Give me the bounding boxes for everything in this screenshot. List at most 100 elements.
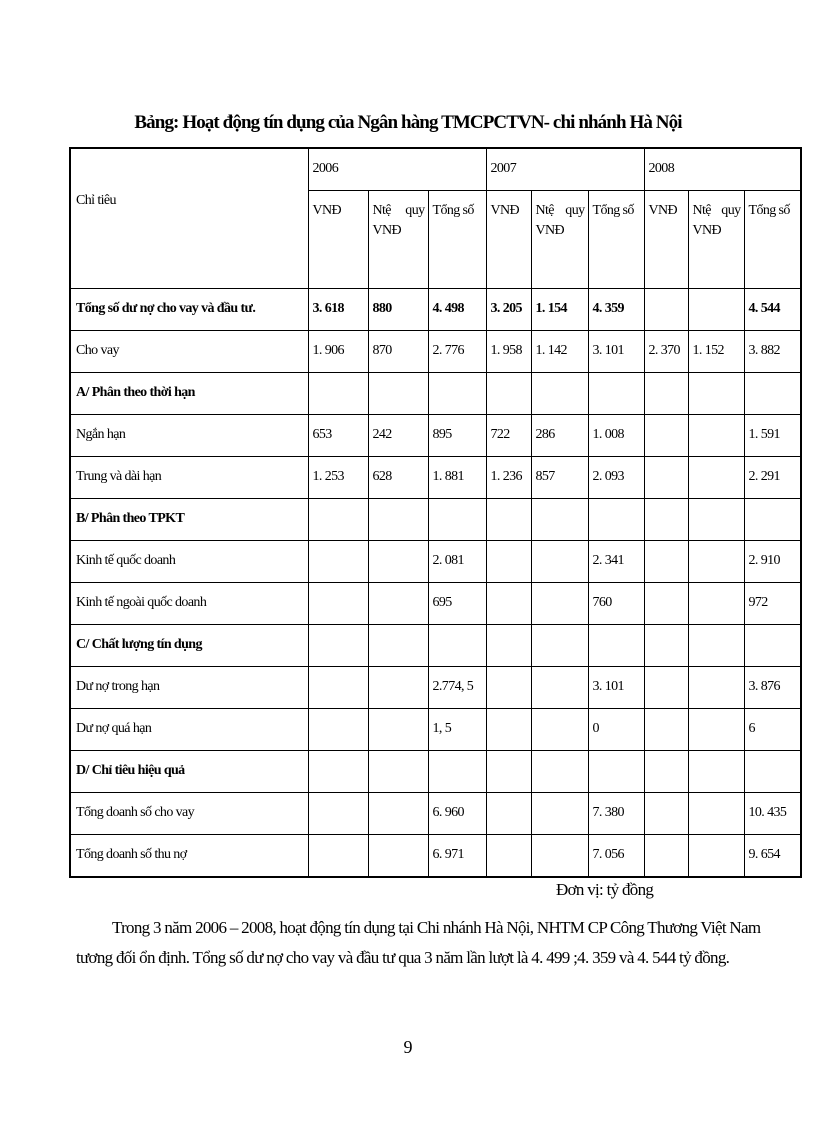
row-label: Kinh tế ngoài quốc doanh bbox=[69, 582, 309, 625]
value-cell bbox=[643, 582, 689, 625]
table-row: B/ Phân theo TPKT bbox=[69, 498, 802, 541]
value-cell: 1. 152 bbox=[687, 330, 745, 373]
value-cell bbox=[485, 792, 532, 835]
year-header: 2007 bbox=[485, 147, 645, 191]
value-cell bbox=[643, 624, 689, 667]
table-row: Dư nợ quá hạn 1, 5 0 6 bbox=[69, 708, 802, 751]
value-cell bbox=[367, 834, 429, 878]
header-row-years: Chỉ tiêu 2006 2007 2008 bbox=[69, 147, 802, 289]
value-cell: 870 bbox=[367, 330, 429, 373]
value-cell bbox=[485, 624, 532, 667]
value-cell: 7. 056 bbox=[587, 834, 645, 878]
value-cell: 760 bbox=[587, 582, 645, 625]
value-cell: 1. 591 bbox=[743, 414, 802, 457]
value-cell: 4. 359 bbox=[587, 288, 645, 331]
value-cell bbox=[687, 582, 745, 625]
value-cell: 880 bbox=[367, 288, 429, 331]
value-cell: 1. 958 bbox=[485, 330, 532, 373]
value-cell: 10. 435 bbox=[743, 792, 802, 835]
value-cell bbox=[643, 708, 689, 751]
value-cell bbox=[687, 498, 745, 541]
value-cell bbox=[743, 750, 802, 793]
value-cell bbox=[485, 708, 532, 751]
value-cell bbox=[530, 582, 589, 625]
value-cell: 3. 101 bbox=[587, 666, 645, 709]
table-row: Kinh tế quốc doanh 2. 081 2. 341 2. 910 bbox=[69, 540, 802, 583]
value-cell bbox=[427, 750, 487, 793]
subheader-cell: Ntệ quy VNĐ bbox=[530, 190, 589, 289]
year-header: 2008 bbox=[643, 147, 802, 191]
value-cell bbox=[530, 624, 589, 667]
value-cell bbox=[587, 750, 645, 793]
value-cell: 4. 544 bbox=[743, 288, 802, 331]
value-cell bbox=[307, 498, 369, 541]
value-cell bbox=[687, 834, 745, 878]
row-label: Kinh tế quốc doanh bbox=[69, 540, 309, 583]
value-cell bbox=[367, 372, 429, 415]
subheader-cell: VNĐ bbox=[485, 190, 532, 289]
value-cell bbox=[743, 624, 802, 667]
value-cell: 1. 253 bbox=[307, 456, 369, 499]
value-cell bbox=[643, 414, 689, 457]
value-cell bbox=[643, 372, 689, 415]
value-cell: 857 bbox=[530, 456, 589, 499]
table-row: Tổng doanh số thu nợ 6. 971 7. 056 9. 654 bbox=[69, 834, 802, 878]
value-cell: 695 bbox=[427, 582, 487, 625]
value-cell bbox=[367, 624, 429, 667]
value-cell bbox=[530, 372, 589, 415]
value-cell: 9. 654 bbox=[743, 834, 802, 878]
value-cell bbox=[307, 708, 369, 751]
value-cell bbox=[687, 414, 745, 457]
value-cell bbox=[485, 540, 532, 583]
value-cell: 1. 154 bbox=[530, 288, 589, 331]
value-cell bbox=[530, 792, 589, 835]
paragraph-line-2: tương đối ổn định. Tổng số dư nợ cho vay… bbox=[76, 948, 730, 967]
value-cell bbox=[427, 372, 487, 415]
row-label: Tổng doanh số thu nợ bbox=[69, 834, 309, 878]
value-cell bbox=[743, 372, 802, 415]
value-cell bbox=[587, 372, 645, 415]
row-label: Cho vay bbox=[69, 330, 309, 373]
value-cell: 972 bbox=[743, 582, 802, 625]
value-cell bbox=[485, 750, 532, 793]
value-cell bbox=[687, 750, 745, 793]
table-row: C/ Chất lượng tín dụng bbox=[69, 624, 802, 667]
year-header: 2006 bbox=[307, 147, 487, 191]
value-cell: 6. 971 bbox=[427, 834, 487, 878]
value-cell: 3. 618 bbox=[307, 288, 369, 331]
value-cell: 3. 101 bbox=[587, 330, 645, 373]
value-cell bbox=[687, 288, 745, 331]
value-cell bbox=[307, 750, 369, 793]
value-cell: 3. 882 bbox=[743, 330, 802, 373]
value-cell: 1. 906 bbox=[307, 330, 369, 373]
table-row: Tổng doanh số cho vay 6. 960 7. 380 10. 435 bbox=[69, 792, 802, 835]
subheader-cell: VNĐ bbox=[643, 190, 689, 289]
value-cell bbox=[485, 582, 532, 625]
subheader-cell: Ntệ quy VNĐ bbox=[367, 190, 429, 289]
value-cell bbox=[367, 708, 429, 751]
page-number: 9 bbox=[403, 1037, 413, 1057]
value-cell bbox=[307, 834, 369, 878]
row-label: Tổng doanh số cho vay bbox=[69, 792, 309, 835]
value-cell bbox=[530, 666, 589, 709]
row-label: B/ Phân theo TPKT bbox=[69, 498, 309, 541]
table-row: Trung và dài hạn 1. 253 628 1. 881 1. 236 857… bbox=[69, 456, 802, 499]
value-cell bbox=[687, 708, 745, 751]
value-cell bbox=[530, 540, 589, 583]
value-cell: 286 bbox=[530, 414, 589, 457]
row-label: Dư nợ trong hạn bbox=[69, 666, 309, 709]
value-cell: 1, 5 bbox=[427, 708, 487, 751]
value-cell: 3. 205 bbox=[485, 288, 532, 331]
value-cell bbox=[643, 540, 689, 583]
value-cell bbox=[643, 456, 689, 499]
value-cell: 6. 960 bbox=[427, 792, 487, 835]
value-cell: 1. 881 bbox=[427, 456, 487, 499]
value-cell bbox=[687, 624, 745, 667]
subheader-cell: Tổng số bbox=[743, 190, 802, 289]
value-cell: 722 bbox=[485, 414, 532, 457]
row-label: Dư nợ quá hạn bbox=[69, 708, 309, 751]
value-cell bbox=[587, 624, 645, 667]
value-cell bbox=[307, 666, 369, 709]
table-row: Kinh tế ngoài quốc doanh 695 760 972 bbox=[69, 582, 802, 625]
value-cell bbox=[427, 498, 487, 541]
